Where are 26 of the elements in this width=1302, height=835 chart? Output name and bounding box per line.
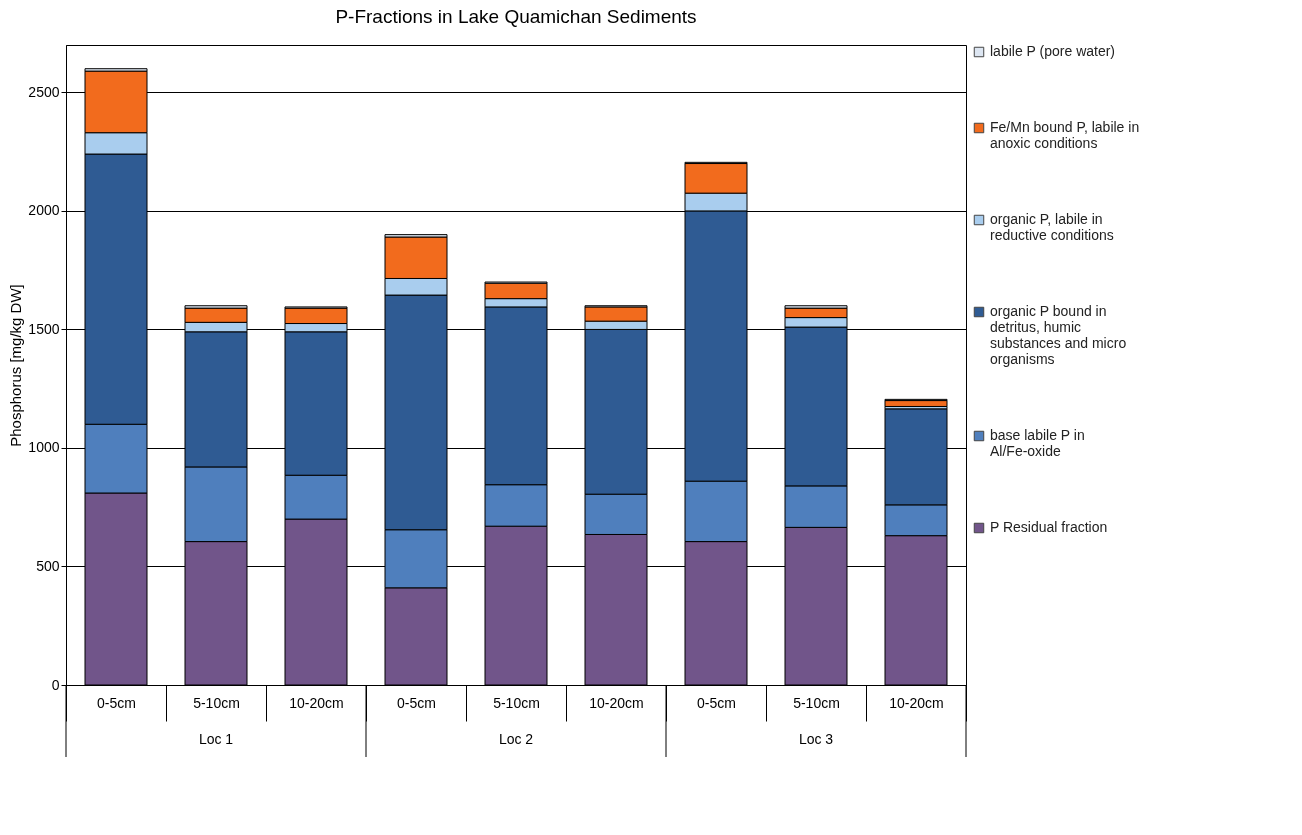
legend-label: Fe/Mn bound P, labile in anoxic conditions	[990, 119, 1140, 151]
x-tick-label: 0-5cm	[697, 694, 736, 711]
y-tick-label: 1000	[28, 439, 60, 456]
text: Loc 2	[498, 731, 534, 747]
legend-label: labile P (pore water)	[990, 43, 1116, 59]
y-tick-label: 2000	[28, 202, 60, 219]
x-tick-label: 0-5cm	[97, 694, 136, 711]
legend-label: organic P bound in detritus, humic substances and micro organisms	[990, 303, 1127, 367]
x-tick-label: 10-20cm	[889, 694, 944, 711]
y-tick-label: 0	[51, 676, 60, 693]
x-tick-label: 10-20cm	[289, 694, 344, 711]
legend-label: organic P, labile in reductive conditions	[990, 211, 1114, 243]
x-tick-label: 5-10cm	[493, 694, 540, 711]
text: Loc 3	[798, 731, 834, 747]
text: Loc 1	[198, 731, 234, 747]
y-tick-label: 2500	[28, 83, 60, 100]
legend-label: P Residual fraction	[990, 519, 1108, 535]
y-tick-label: 1500	[28, 320, 60, 337]
x-tick-label: 0-5cm	[397, 694, 436, 711]
legend-label: base labile P in Al/Fe-oxide	[990, 427, 1085, 459]
y-axis-title: Phosphorus [mg/kg DW]	[7, 284, 25, 447]
y-tick-label: 500	[36, 557, 60, 574]
x-tick-label: 5-10cm	[793, 694, 840, 711]
x-tick-label: 10-20cm	[589, 694, 644, 711]
chart-title: P-Fractions in Lake Quamichan Sediments	[335, 6, 697, 27]
x-tick-label: 5-10cm	[193, 694, 240, 711]
